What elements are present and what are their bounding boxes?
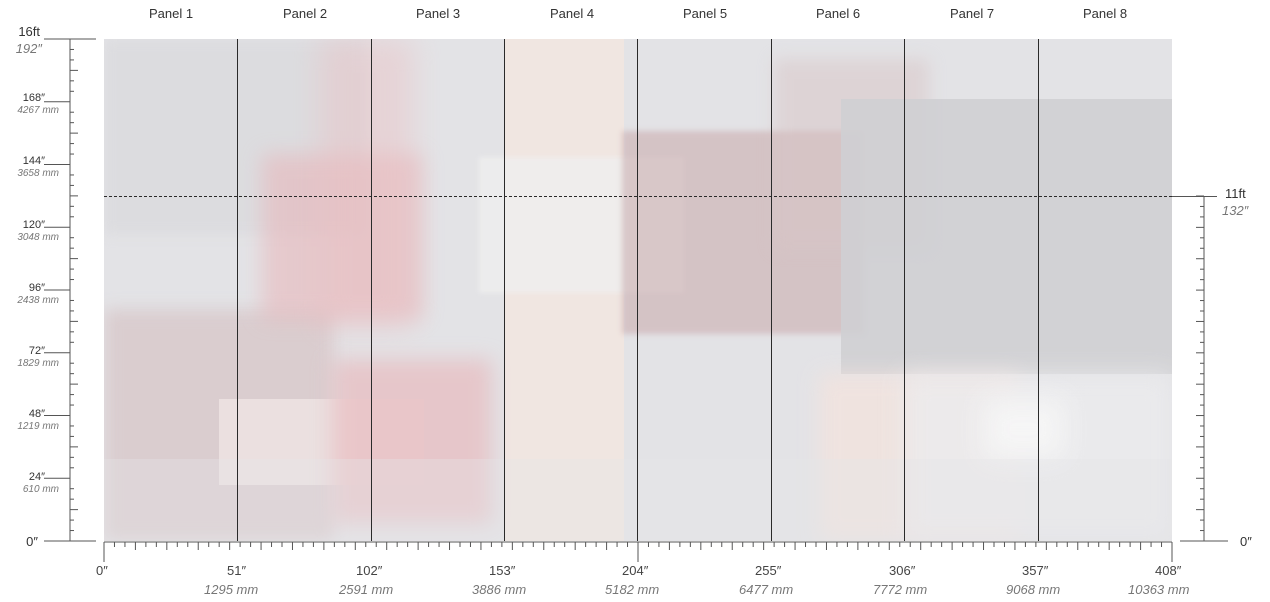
left-axis-in-72: 72″ [28,345,45,357]
right-axis-zero: 0″ [1240,534,1252,549]
art-block [262,154,422,319]
bottom-axis-mm-357: 9068 mm [1006,582,1061,597]
panel-divider [237,39,238,541]
bottom-axis-mm-51: 1295 mm [204,582,259,597]
left-axis-mm-168: 4267 mm [17,105,59,116]
bottom-axis-in-408: 408″ [1155,563,1182,578]
art-block [332,359,492,524]
panel-divider [637,39,638,541]
bottom-axis-in-102: 102″ [356,563,383,578]
left-axis-top-ft: 16ft [18,24,40,39]
bottom-axis-in-306: 306″ [889,563,916,578]
bottom-axis-mm-255: 6477 mm [739,582,794,597]
left-axis-mm-72: 1829 mm [17,358,59,369]
bottom-axis-zero: 0″ [96,563,108,578]
panel-label-2: Panel 2 [282,6,328,21]
right-axis-cut-in: 132″ [1222,203,1249,218]
art-block [841,99,1172,374]
left-axis-in-24: 24″ [28,471,45,483]
mural-artwork [104,39,1172,541]
bottom-axis-mm-102: 2591 mm [339,582,394,597]
left-axis-top-in: 192″ [15,41,42,56]
panel-label-5: Panel 5 [682,6,728,21]
panel-divider [371,39,372,541]
bottom-axis-in-153: 153″ [489,563,516,578]
left-axis-mm-144: 3658 mm [17,168,59,179]
panel-label-3: Panel 3 [415,6,461,21]
left-axis-mm-120: 3048 mm [17,232,59,243]
bottom-axis-mm-408: 10363 mm [1128,582,1190,597]
left-axis-mm-48: 1219 mm [17,421,59,432]
art-block [104,459,1172,541]
panel-label-6: Panel 6 [815,6,861,21]
panel-label-8: Panel 8 [1082,6,1128,21]
bottom-axis-in-51: 51″ [227,563,247,578]
left-axis-mm-96: 2438 mm [17,295,59,306]
left-axis-in-48: 48″ [28,408,45,420]
panel-label-7: Panel 7 [949,6,995,21]
panel-label-4: Panel 4 [549,6,595,21]
left-axis-mm-24: 610 mm [22,484,59,495]
bottom-axis-in-204: 204″ [622,563,649,578]
art-block [984,399,1064,459]
bottom-axis-in-255: 255″ [755,563,782,578]
bottom-axis-mm-204: 5182 mm [605,582,660,597]
bottom-axis-in-357: 357″ [1022,563,1049,578]
left-axis-in-120: 120″ [22,219,45,231]
panel-divider [504,39,505,541]
cut-line-11ft [104,196,1172,197]
right-axis-cut-ft: 11ft [1225,186,1246,201]
bottom-axis-mm-306: 7772 mm [873,582,928,597]
bottom-axis-mm-153: 3886 mm [472,582,527,597]
left-axis-in-144: 144″ [22,155,45,167]
panel-label-1: Panel 1 [148,6,194,21]
left-axis-in-168: 168″ [22,92,45,104]
panel-divider [904,39,905,541]
cut-line-extension [1172,196,1217,197]
panel-divider [771,39,772,541]
panel-divider [1038,39,1039,541]
left-axis-zero: 0″ [26,534,38,549]
art-block [319,39,414,329]
left-axis-in-96: 96″ [28,282,45,294]
